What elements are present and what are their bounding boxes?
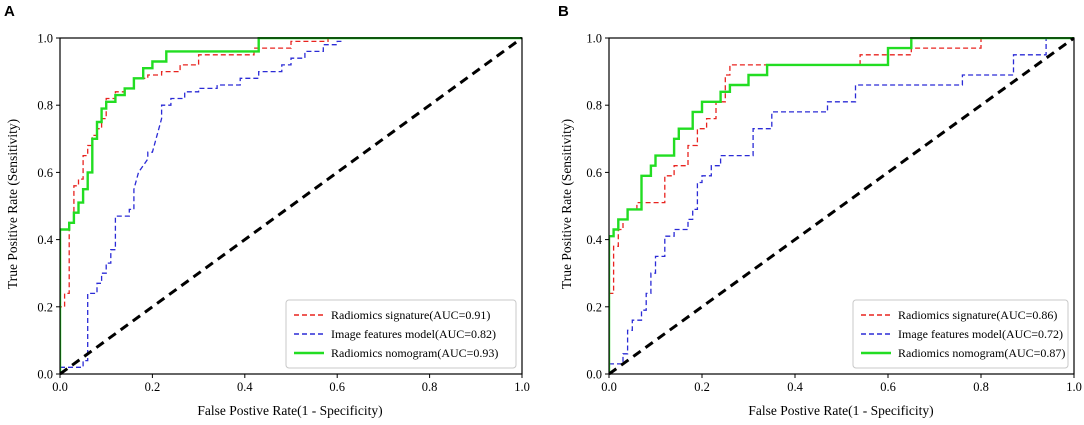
panel-a-y-tick-label: 0.4 [37, 233, 53, 247]
panel-b-y-tick-label: 0.6 [586, 166, 602, 180]
panel-b-radiomics-signature-line [609, 37, 1074, 374]
panel-a-legend-label-radiomics-nomogram: Radiomics nomogram(AUC=0.93) [331, 346, 498, 360]
panel-b-chance-diagonal-line [609, 37, 1074, 375]
panel-b-x-tick-label: 1.0 [1066, 380, 1082, 394]
panel-a-axes-frame [59, 37, 523, 375]
panel-b-y-tick-label: 0.0 [586, 368, 602, 382]
panel-a-x-tick-label: 0.2 [145, 380, 161, 394]
panel-a-y-axis-label: True Positive Rate (Sensitivity) [5, 119, 20, 289]
panel-b-x-tick-label: 0.8 [973, 380, 989, 394]
panel-b-radiomics-nomogram-line [609, 37, 1074, 374]
panel-b-x-tick-label: 0.0 [601, 380, 617, 394]
panel-b-x-axis-label: False Postive Rate(1 - Specificity) [748, 403, 933, 418]
panel-a-radiomics-nomogram-line [60, 37, 522, 374]
panel-b-legend-label-radiomics-signature: Radiomics signature(AUC=0.86) [898, 308, 1057, 322]
panel-b-y-tick-label: 0.4 [586, 233, 602, 247]
panel-a: A 0.0 0.2 0.4 0.6 0.8 1.0 0.0 0.2 0.4 0.6 0.8 1.0 Ra… [4, 3, 530, 418]
panel-b-series-group [609, 37, 1074, 375]
panel-a-legend-label-radiomics-signature: Radiomics signature(AUC=0.91) [331, 308, 490, 322]
panel-b: B 0.0 0.2 0.4 0.6 0.8 1.0 0.0 0.2 0.4 0.6 0.8 1.0 Ra… [558, 3, 1082, 418]
panel-b-y-tick-label: 0.8 [586, 99, 602, 113]
panel-b-legend: Radiomics signature(AUC=0.86) Image featu… [852, 299, 1069, 369]
panel-b-legend-box [852, 299, 1069, 369]
panel-b-label: B [558, 3, 569, 20]
panel-b-y-tick-label: 1.0 [586, 32, 602, 46]
panel-b-x-tick-label: 0.6 [880, 380, 896, 394]
panel-a-ticks: 0.0 0.2 0.4 0.6 0.8 1.0 0.0 0.2 0.4 0.6 0.8 1.0 [37, 32, 529, 395]
panel-b-legend-label-radiomics-nomogram: Radiomics nomogram(AUC=0.87) [898, 346, 1065, 360]
panel-a-legend: Radiomics signature(AUC=0.91) Image featu… [285, 299, 517, 369]
panel-a-y-tick-label: 1.0 [37, 32, 53, 46]
panel-a-image-features-model-line [60, 37, 522, 368]
panel-a-x-tick-label: 0.4 [237, 380, 253, 394]
panel-a-chance-diagonal-line [60, 37, 522, 375]
panel-a-y-tick-label: 0.0 [37, 368, 53, 382]
panel-b-x-tick-label: 0.2 [694, 380, 710, 394]
panel-b-y-tick-label: 0.2 [586, 300, 602, 314]
panel-b-ticks: 0.0 0.2 0.4 0.6 0.8 1.0 0.0 0.2 0.4 0.6 0.8 1.0 [586, 32, 1081, 395]
panel-b-x-tick-label: 0.4 [787, 380, 803, 394]
panel-a-legend-box [285, 299, 517, 369]
panel-a-legend-label-image-features-model: Image features model(AUC=0.82) [331, 327, 496, 341]
panel-b-y-axis-label: True Positive Rate (Sensitivity) [559, 119, 574, 289]
panel-b-plot-area: 0.0 0.2 0.4 0.6 0.8 1.0 0.0 0.2 0.4 0.6 0.8 1.0 Radi… [586, 32, 1081, 395]
panel-a-y-tick-label: 0.6 [37, 166, 53, 180]
panel-b-legend-label-image-features-model: Image features model(AUC=0.72) [898, 327, 1063, 341]
panel-a-y-tick-label: 0.8 [37, 99, 53, 113]
panel-a-y-tick-label: 0.2 [37, 300, 53, 314]
panel-a-series-group [60, 37, 522, 375]
panel-b-axes-frame [608, 37, 1075, 375]
panel-a-x-tick-label: 0.0 [52, 380, 68, 394]
panel-a-x-tick-label: 0.8 [422, 380, 438, 394]
panel-a-label: A [4, 3, 15, 20]
panel-a-radiomics-signature-line [60, 37, 522, 374]
panel-a-x-tick-label: 0.6 [329, 380, 345, 394]
panel-a-x-axis-label: False Postive Rate(1 - Specificity) [197, 403, 382, 418]
panel-a-x-tick-label: 1.0 [514, 380, 530, 394]
panel-b-image-features-model-line [609, 37, 1074, 365]
panel-a-plot-area: 0.0 0.2 0.4 0.6 0.8 1.0 0.0 0.2 0.4 0.6 0.8 1.0 Radi… [37, 32, 529, 395]
